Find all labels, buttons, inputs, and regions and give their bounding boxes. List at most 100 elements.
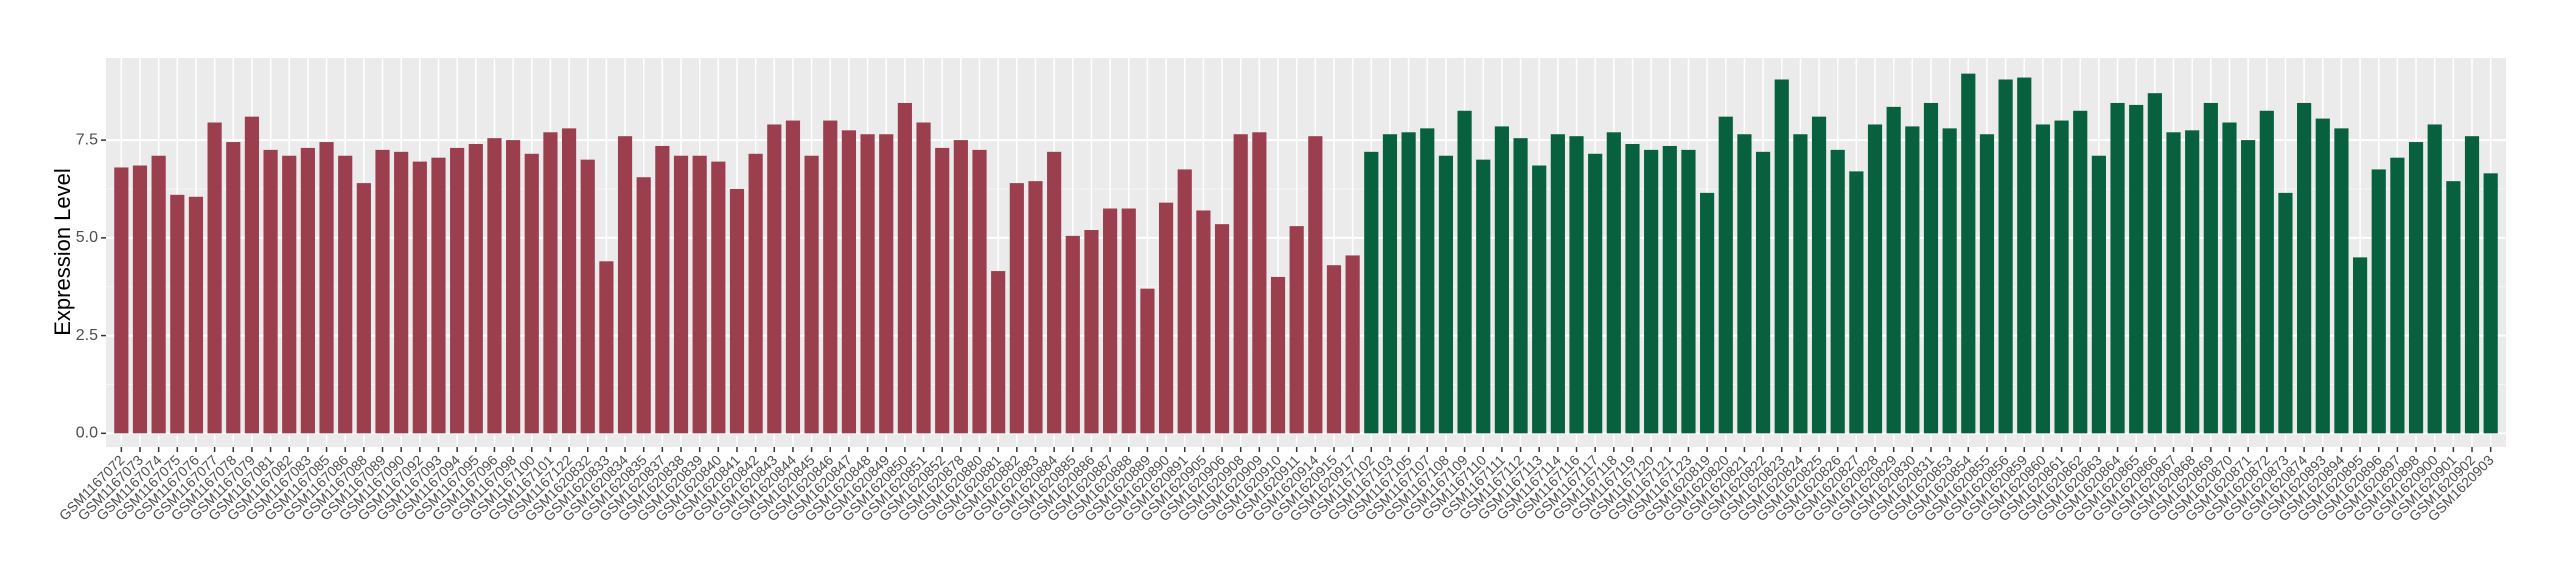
bar bbox=[655, 145, 670, 434]
bar bbox=[1961, 73, 1976, 434]
bar bbox=[1438, 155, 1454, 434]
bar bbox=[506, 140, 521, 434]
bar bbox=[114, 167, 129, 434]
bar bbox=[2073, 110, 2088, 434]
bar bbox=[935, 147, 950, 434]
bar bbox=[2054, 120, 2069, 434]
bar bbox=[1550, 134, 1565, 434]
bar bbox=[1811, 116, 1827, 434]
bar bbox=[2315, 118, 2330, 434]
bar bbox=[319, 142, 334, 434]
bar bbox=[785, 120, 801, 434]
bar bbox=[1905, 126, 1920, 434]
bar bbox=[487, 138, 502, 434]
bar bbox=[2035, 124, 2051, 434]
bar bbox=[1644, 149, 1659, 434]
bar bbox=[879, 134, 894, 434]
bar bbox=[1625, 144, 1640, 434]
bar bbox=[207, 122, 222, 434]
bar bbox=[2278, 192, 2293, 434]
bar bbox=[1700, 192, 1715, 434]
bar bbox=[2390, 157, 2405, 434]
bar bbox=[2222, 122, 2237, 434]
y-axis-title: Expression Level bbox=[50, 168, 75, 336]
bar bbox=[244, 116, 260, 434]
y-tick-label: 5.0 bbox=[76, 229, 98, 246]
bar bbox=[524, 153, 539, 434]
bar bbox=[1513, 138, 1528, 434]
bar bbox=[1047, 151, 1062, 434]
bar bbox=[1364, 151, 1379, 434]
bar bbox=[1830, 149, 1845, 434]
bar bbox=[823, 120, 838, 434]
bar bbox=[804, 155, 819, 434]
bar bbox=[860, 134, 875, 434]
bar bbox=[1308, 136, 1323, 434]
bar bbox=[1233, 134, 1248, 434]
bar bbox=[2203, 102, 2218, 434]
bar bbox=[356, 183, 371, 434]
bar bbox=[916, 122, 931, 434]
bar bbox=[1121, 208, 1136, 434]
bar bbox=[897, 102, 912, 434]
bar bbox=[1177, 169, 1192, 434]
bar bbox=[338, 155, 353, 434]
bar bbox=[1065, 235, 1080, 434]
bar bbox=[617, 136, 633, 434]
bar bbox=[450, 147, 465, 434]
bar bbox=[2446, 181, 2461, 434]
bar bbox=[1886, 106, 1901, 434]
bar bbox=[1196, 210, 1211, 434]
bar bbox=[1979, 134, 1995, 434]
bar bbox=[1998, 79, 2013, 434]
bar bbox=[1793, 134, 1808, 434]
bar bbox=[2166, 132, 2181, 434]
bar bbox=[692, 155, 707, 434]
bar bbox=[580, 159, 595, 434]
bar bbox=[1420, 128, 1435, 434]
bar bbox=[2129, 104, 2144, 434]
bar bbox=[599, 261, 614, 434]
bar bbox=[673, 155, 689, 434]
bar bbox=[1289, 226, 1304, 434]
bar bbox=[1103, 208, 1118, 434]
bar bbox=[188, 196, 204, 434]
bar bbox=[2259, 110, 2274, 434]
bar bbox=[1140, 288, 1155, 434]
bar bbox=[2427, 124, 2442, 434]
bar bbox=[132, 165, 148, 434]
bar bbox=[1270, 276, 1286, 434]
bar bbox=[431, 157, 446, 434]
bar bbox=[1849, 171, 1864, 434]
bar bbox=[375, 149, 390, 434]
bar bbox=[2371, 169, 2386, 434]
bar bbox=[561, 128, 577, 434]
bar bbox=[953, 140, 968, 434]
y-tick-label: 0.0 bbox=[76, 425, 98, 442]
y-tick-label: 7.5 bbox=[76, 131, 98, 148]
bar bbox=[2352, 257, 2368, 434]
bar bbox=[2091, 155, 2106, 434]
bar bbox=[412, 161, 427, 434]
bar bbox=[1662, 145, 1677, 434]
bar bbox=[1532, 165, 1547, 434]
bar bbox=[1569, 136, 1584, 434]
bar bbox=[991, 271, 1006, 434]
bar bbox=[1737, 134, 1752, 434]
bar bbox=[2408, 142, 2424, 434]
bar bbox=[2464, 136, 2480, 434]
bar bbox=[1084, 230, 1099, 434]
bar bbox=[1382, 134, 1398, 434]
bar bbox=[1867, 124, 1883, 434]
bar bbox=[226, 142, 241, 434]
bar bbox=[767, 124, 782, 434]
bar bbox=[2334, 128, 2349, 434]
bar bbox=[468, 144, 483, 434]
bar bbox=[2483, 173, 2498, 434]
bar bbox=[1158, 202, 1174, 434]
bar bbox=[1326, 265, 1342, 434]
bar bbox=[1345, 255, 1360, 434]
bar bbox=[1718, 116, 1733, 434]
y-tick-label: 2.5 bbox=[76, 327, 98, 344]
